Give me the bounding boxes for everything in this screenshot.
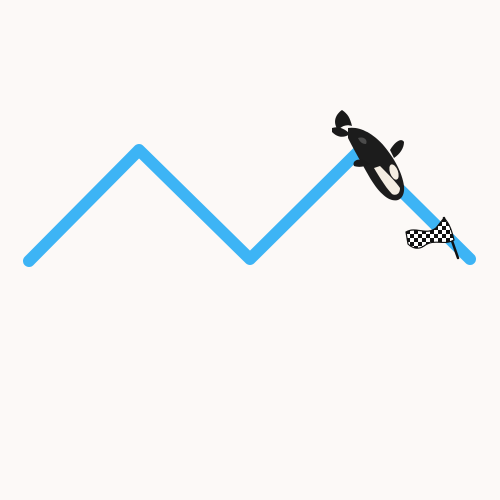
orca-dorsal-fin — [390, 140, 404, 158]
orca-icon[interactable] — [332, 110, 405, 201]
orca-belly — [374, 166, 400, 195]
orca-pectoral-fin — [353, 159, 370, 167]
orca-eye-patch — [389, 164, 399, 180]
orca-tail — [335, 110, 352, 130]
checkered-finish-flag-icon — [405, 216, 460, 260]
flag-cloth — [405, 217, 455, 249]
